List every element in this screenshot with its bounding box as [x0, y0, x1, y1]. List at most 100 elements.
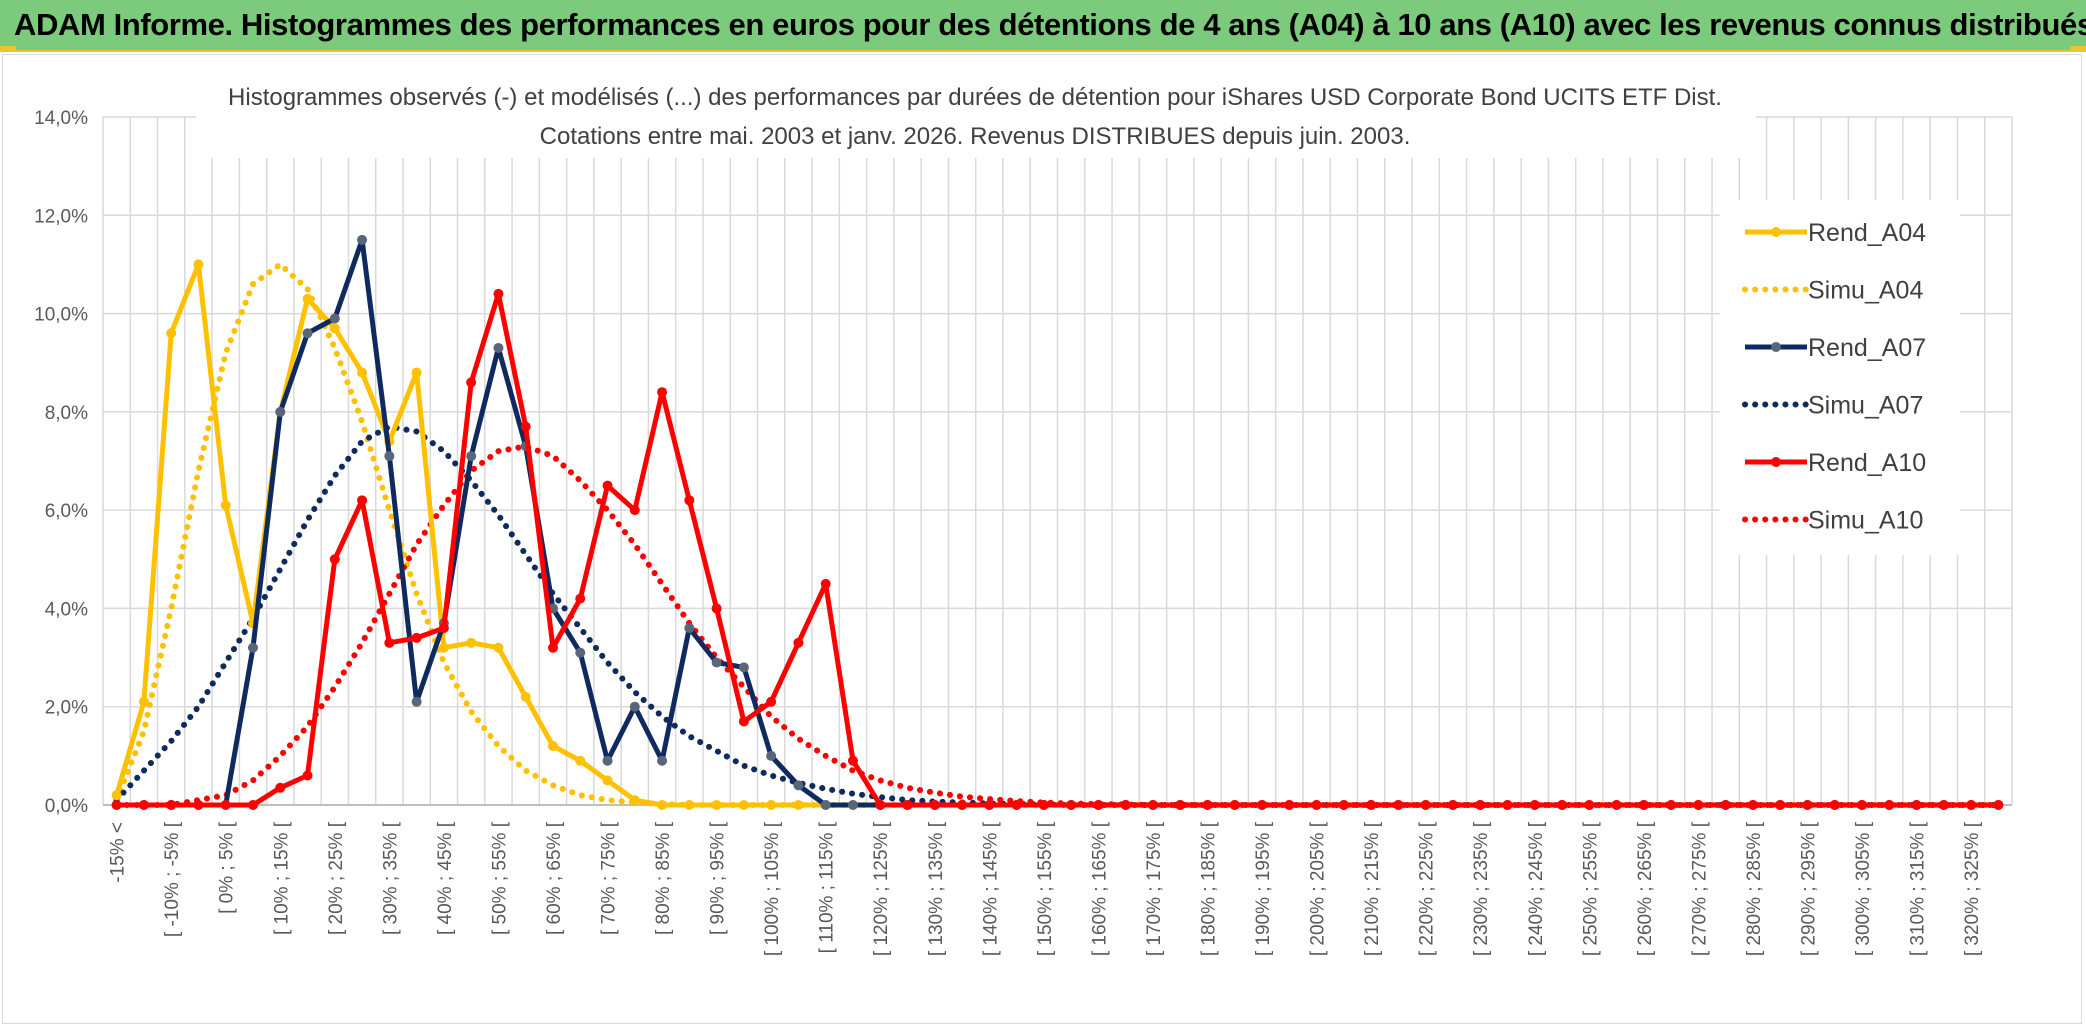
series-Rend_A10 [111, 288, 2004, 810]
chart-title-line2: Cotations entre mai. 2003 et janv. 2026.… [540, 123, 1411, 150]
data-point [1393, 800, 1404, 810]
legend-label: Simu_A04 [1808, 277, 1923, 305]
data-point [520, 691, 531, 702]
data-point [357, 495, 368, 506]
data-point [629, 701, 640, 712]
data-point [193, 800, 204, 810]
x-tick-label: [ 0% ; 5% [ [217, 821, 238, 914]
data-point [1475, 800, 1486, 810]
x-tick-label: -15% < [108, 822, 129, 883]
data-point [1447, 800, 1458, 810]
data-point [847, 800, 858, 810]
data-point [738, 662, 749, 673]
x-tick-label: [ 90% ; 95% [ [708, 821, 729, 935]
data-point [138, 800, 149, 810]
data-point [547, 642, 558, 653]
data-point [820, 800, 831, 810]
data-point [1011, 800, 1022, 810]
data-point [302, 328, 313, 339]
data-point [1884, 800, 1895, 810]
banner-corner-left [0, 46, 16, 52]
legend-label: Simu_A07 [1808, 392, 1923, 420]
y-tick-label: 4,0% [45, 599, 88, 620]
data-point [629, 505, 640, 516]
x-tick-label: [ 80% ; 85% [ [653, 821, 674, 935]
data-point [657, 800, 668, 810]
data-point [1857, 800, 1868, 810]
series-line [116, 291, 1999, 808]
legend-marker [1771, 457, 1781, 467]
data-point [357, 367, 368, 378]
data-point [547, 741, 558, 752]
x-tick-label: [ 110% ; 115% [ [817, 821, 838, 953]
data-point [657, 755, 668, 766]
data-point [1557, 800, 1568, 810]
data-point [684, 495, 695, 506]
data-point [1938, 800, 1949, 810]
series [111, 234, 2004, 810]
y-tick-label: 2,0% [45, 698, 88, 719]
y-tick-label: 12,0% [34, 206, 88, 227]
data-point [1666, 800, 1677, 810]
data-point [711, 603, 722, 614]
data-point [1584, 800, 1595, 810]
report-banner: ADAM Informe. Histogrammes des performan… [0, 0, 2086, 52]
data-point [1366, 800, 1377, 810]
data-point [1229, 800, 1240, 810]
x-tick-label: [ 70% ; 75% [ [599, 821, 620, 935]
data-point [820, 578, 831, 589]
data-point [793, 637, 804, 648]
chart-title: Histogrammes observés (-) et modélisés (… [196, 78, 1756, 158]
legend-item: Rend_A07 [1745, 334, 1926, 362]
data-point [1829, 800, 1840, 810]
data-point [520, 421, 531, 432]
legend-label: Rend_A04 [1808, 219, 1926, 247]
data-point [575, 647, 586, 658]
data-point [711, 657, 722, 668]
legend: Rend_A04 Simu_A04 Rend_A07 Simu_A07 Rend_A10… [1720, 200, 1960, 555]
data-point [602, 480, 613, 491]
x-tick-label: [ 170% ; 175% [ [1144, 821, 1165, 956]
x-tick-label: [ 10% ; 15% [ [271, 821, 292, 935]
y-tick-label: 10,0% [34, 305, 88, 326]
data-point [602, 755, 613, 766]
data-point [1966, 800, 1977, 810]
legend-item: Simu_A07 [1742, 392, 1923, 420]
data-point [438, 642, 449, 653]
data-point [766, 750, 777, 761]
x-tick-label: [ 280% ; 285% [ [1744, 821, 1765, 956]
data-point [411, 632, 422, 643]
data-point [929, 800, 940, 810]
data-point [1338, 800, 1349, 810]
data-point [1611, 800, 1622, 810]
x-tick-label: [ 200% ; 205% [ [1308, 821, 1329, 956]
data-point [329, 313, 340, 324]
x-tick-label: [ 310% ; 315% [ [1908, 821, 1929, 956]
x-tick-label: [ 30% ; 35% [ [380, 821, 401, 935]
data-point [657, 387, 668, 398]
x-tick-label: [ 180% ; 185% [ [1198, 821, 1219, 956]
banner-corner-right [2070, 46, 2086, 52]
x-tick-label: [ 130% ; 135% [ [926, 821, 947, 956]
legend-marker [1771, 342, 1781, 352]
x-tick-label: [ 230% ; 235% [ [1471, 821, 1492, 956]
data-point [738, 716, 749, 727]
data-point [602, 775, 613, 786]
data-point [302, 770, 313, 781]
data-point [1120, 800, 1131, 810]
data-point [1175, 800, 1186, 810]
data-point [684, 800, 695, 810]
x-tick-label: [ 160% ; 165% [ [1089, 821, 1110, 956]
chart-title-background [196, 78, 1756, 158]
data-point [1911, 800, 1922, 810]
data-point [1257, 800, 1268, 810]
x-tick-label: [ 290% ; 295% [ [1798, 821, 1819, 956]
data-point [275, 782, 286, 793]
data-point [411, 367, 422, 378]
data-point [1038, 800, 1049, 810]
data-point [793, 800, 804, 810]
report-title: ADAM Informe. Histogrammes des performan… [14, 7, 2086, 42]
data-point [875, 800, 886, 810]
x-axis: -15% < [ -10% ; -5% [[ 0% ; 5% [[ 10% ; 1… [103, 804, 2012, 956]
